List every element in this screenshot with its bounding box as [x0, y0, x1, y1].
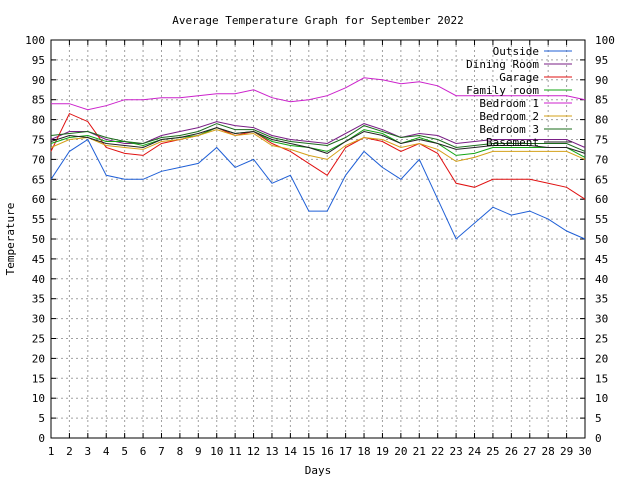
y-tick-label: 40 — [32, 273, 45, 286]
x-tick-label: 2 — [66, 445, 73, 458]
y-tick-label: 80 — [32, 114, 45, 127]
y2-tick-label: 60 — [595, 193, 608, 206]
x-tick-label: 6 — [140, 445, 147, 458]
y-tick-label: 30 — [32, 313, 45, 326]
y-tick-label: 100 — [25, 34, 45, 47]
y-tick-label: 45 — [32, 253, 45, 266]
y2-tick-label: 55 — [595, 213, 608, 226]
y2-tick-label: 40 — [595, 273, 608, 286]
legend-label-dining-room: Dining Room — [466, 58, 539, 71]
x-tick-label: 20 — [394, 445, 407, 458]
chart-title: Average Temperature Graph for September … — [172, 14, 463, 27]
y-tick-label: 85 — [32, 94, 45, 107]
legend-label-family-room: Family room — [466, 84, 539, 97]
x-tick-label: 22 — [431, 445, 444, 458]
legend-label-bedroom-3: Bedroom 3 — [479, 123, 539, 136]
x-tick-label: 5 — [121, 445, 128, 458]
series-line-bedroom-1 — [51, 77, 586, 111]
series-line-family-room — [50, 127, 586, 158]
y2-tick-label: 30 — [595, 313, 608, 326]
y2-tick-label: 35 — [595, 293, 608, 306]
y-tick-label: 35 — [32, 293, 45, 306]
y2-tick-label: 45 — [595, 253, 608, 266]
x-tick-label: 11 — [229, 445, 242, 458]
x-tick-label: 21 — [413, 445, 426, 458]
x-tick-label: 8 — [177, 445, 184, 458]
y2-tick-label: 5 — [595, 412, 602, 425]
x-tick-label: 26 — [505, 445, 518, 458]
y-tick-label: 55 — [32, 213, 45, 226]
y2-tick-label: 70 — [595, 153, 608, 166]
series-lines — [50, 77, 586, 240]
x-tick-label: 30 — [578, 445, 591, 458]
x-tick-label: 1 — [48, 445, 55, 458]
grid-lines — [51, 40, 585, 438]
x-axis-label: Days — [305, 464, 332, 477]
y2-tick-label: 10 — [595, 392, 608, 405]
y-tick-label: 90 — [32, 74, 45, 87]
y2-tick-label: 85 — [595, 94, 608, 107]
x-tick-label: 9 — [195, 445, 202, 458]
y2-tick-label: 90 — [595, 74, 608, 87]
x-tick-label: 19 — [376, 445, 389, 458]
y2-tick-label: 95 — [595, 54, 608, 67]
x-tick-label: 15 — [302, 445, 315, 458]
y2-tick-label: 100 — [595, 34, 615, 47]
y-tick-label: 20 — [32, 352, 45, 365]
legend-label-bedroom-2: Bedroom 2 — [479, 110, 539, 123]
x-tick-label: 14 — [284, 445, 298, 458]
y2-tick-label: 0 — [595, 432, 602, 445]
y-tick-label: 70 — [32, 153, 45, 166]
y-tick-label: 95 — [32, 54, 45, 67]
y-tick-label: 60 — [32, 193, 45, 206]
x-tick-label: 13 — [265, 445, 278, 458]
y2-tick-label: 50 — [595, 233, 608, 246]
y2-tick-label: 20 — [595, 352, 608, 365]
legend-label-basement: Basement — [486, 136, 539, 149]
x-tick-label: 18 — [357, 445, 370, 458]
series-line-basement — [50, 127, 586, 154]
x-tick-label: 17 — [339, 445, 352, 458]
legend-label-garage: Garage — [499, 71, 539, 84]
y2-tick-label: 80 — [595, 114, 608, 127]
legend-label-outside: Outside — [493, 45, 539, 58]
y-tick-label: 0 — [38, 432, 45, 445]
y-tick-label: 75 — [32, 134, 45, 147]
series-line-garage — [50, 112, 586, 200]
y-tick-label: 65 — [32, 173, 45, 186]
series-line-bedroom-2 — [50, 129, 586, 162]
legend-label-bedroom-1: Bedroom 1 — [479, 97, 539, 110]
x-tick-label: 28 — [542, 445, 555, 458]
x-tick-label: 23 — [449, 445, 462, 458]
x-tick-label: 27 — [523, 445, 536, 458]
y-tick-label: 50 — [32, 233, 45, 246]
x-tick-label: 25 — [486, 445, 499, 458]
y2-tick-label: 15 — [595, 372, 608, 385]
series-line-outside — [50, 138, 586, 240]
x-tick-label: 10 — [210, 445, 223, 458]
y-tick-label: 15 — [32, 372, 45, 385]
series-line-bedroom-3 — [50, 123, 586, 152]
y-tick-label: 5 — [38, 412, 45, 425]
y-axis-label: Temperature — [4, 203, 17, 276]
y2-tick-label: 75 — [595, 134, 608, 147]
x-tick-label: 24 — [468, 445, 482, 458]
y2-tick-label: 25 — [595, 333, 608, 346]
x-tick-label: 7 — [158, 445, 165, 458]
y-tick-label: 25 — [32, 333, 45, 346]
y2-tick-label: 65 — [595, 173, 608, 186]
x-tick-label: 16 — [321, 445, 334, 458]
x-tick-label: 12 — [247, 445, 260, 458]
x-tick-label: 3 — [85, 445, 92, 458]
x-tick-label: 29 — [560, 445, 573, 458]
y-tick-label: 10 — [32, 392, 45, 405]
axis-ticks: 1 2 3 4 5 6 7 8 9 10 11 12 13 14 15 16 17 18 19 20 21 22 23 24 2… — [25, 34, 615, 458]
x-tick-label: 4 — [103, 445, 110, 458]
